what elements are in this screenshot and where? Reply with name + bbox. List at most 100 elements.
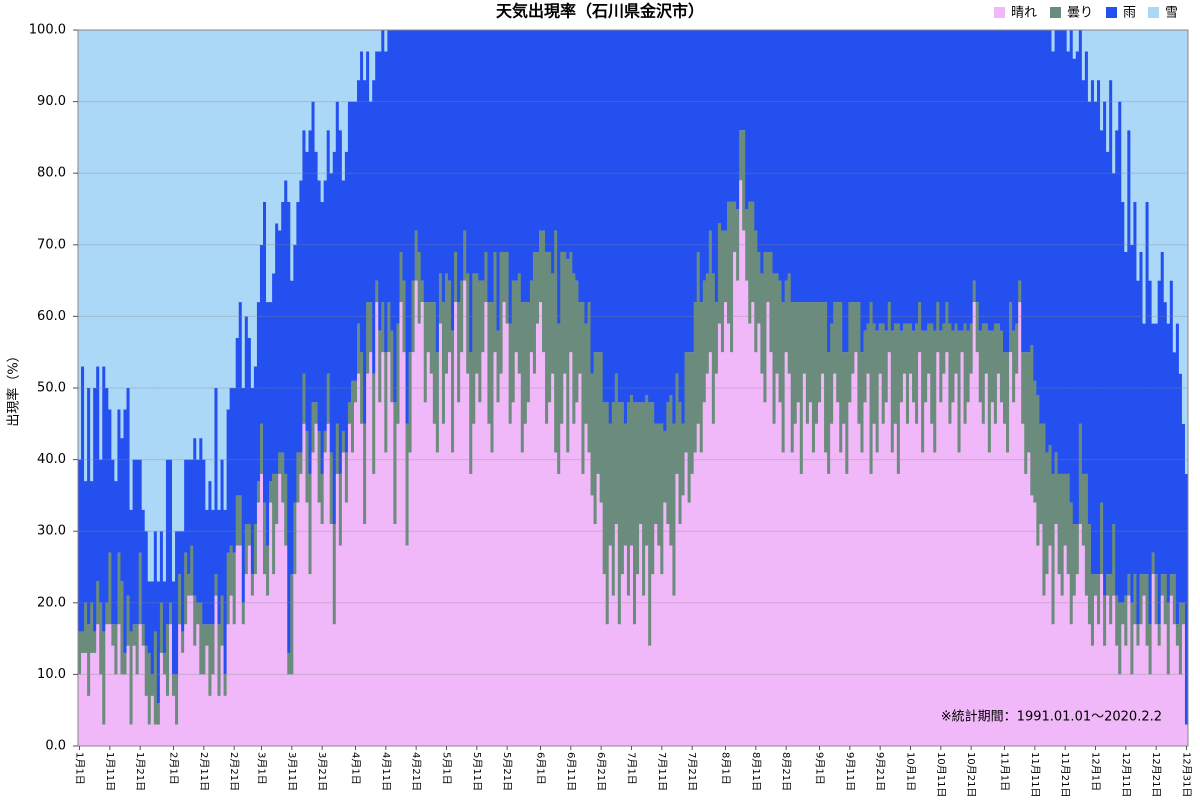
bar-segment <box>399 30 403 252</box>
bar-segment <box>84 652 88 746</box>
bar-segment <box>1142 574 1146 596</box>
bar-segment <box>1172 574 1177 625</box>
bar-segment <box>90 602 94 653</box>
bar-segment <box>423 402 428 746</box>
bar-segment <box>399 251 403 303</box>
bar-segment <box>793 302 798 424</box>
bar-segment <box>99 30 103 460</box>
bar-segment <box>912 330 916 403</box>
bar-segment <box>472 273 476 424</box>
bar-segment <box>1048 445 1052 546</box>
bar-segment <box>538 230 543 303</box>
bar-segment <box>278 452 282 474</box>
bar-segment <box>839 302 843 453</box>
bar-segment <box>1184 473 1189 725</box>
bar-segment <box>1100 130 1104 503</box>
bar-segment <box>714 30 719 303</box>
x-tick-label: 6月1日 <box>535 752 547 785</box>
bar-segment <box>669 395 673 546</box>
bar-segment <box>172 581 176 675</box>
bar-segment <box>1181 30 1186 424</box>
bar-segment <box>132 645 137 746</box>
bar-segment <box>144 531 149 646</box>
bar-segment <box>278 230 282 453</box>
bar-segment <box>387 352 391 746</box>
bar-segment <box>411 352 416 746</box>
bar-segment <box>241 30 246 388</box>
x-tick-label: 3月11日 <box>286 752 298 791</box>
bar-segment <box>811 30 816 303</box>
bar-segment <box>1175 645 1180 746</box>
x-tick-label: 6月11日 <box>565 752 577 791</box>
bar-segment <box>381 30 385 303</box>
bar-segment <box>493 30 497 252</box>
x-tick-label: 8月11日 <box>750 752 762 791</box>
bar-segment <box>899 30 904 331</box>
bar-segment <box>878 373 883 746</box>
bar-segment <box>232 624 237 746</box>
bar-segment <box>748 30 752 202</box>
bar-segment <box>684 30 688 353</box>
bar-segment <box>372 473 376 746</box>
bar-segment <box>978 402 983 746</box>
bar-segment <box>860 452 864 746</box>
bar-segment <box>256 481 261 503</box>
bar-segment <box>1066 473 1071 575</box>
bar-segment <box>745 209 749 281</box>
bar-segment <box>408 30 413 353</box>
bar-segment <box>332 624 337 746</box>
bar-segment <box>1157 30 1162 281</box>
bar-segment <box>275 223 279 474</box>
bar-segment <box>211 674 215 746</box>
x-tick-label: 10月1日 <box>905 752 917 791</box>
bar-segment <box>1172 30 1177 353</box>
bar-segment <box>363 524 367 746</box>
bar-segment <box>538 30 543 231</box>
y-tick-label: 10.0 <box>37 667 66 682</box>
bar-segment <box>1003 30 1007 353</box>
bar-segment <box>81 30 85 367</box>
bar-segment <box>814 423 819 746</box>
bar-segment <box>250 30 255 388</box>
bar-segment <box>193 438 197 596</box>
bar-segment <box>444 30 449 274</box>
bar-segment <box>733 251 737 746</box>
bar-segment <box>129 509 133 632</box>
bar-segment <box>896 323 901 474</box>
bar-segment <box>899 402 904 746</box>
x-tick-label: 12月21日 <box>1150 752 1162 797</box>
bar-segment <box>675 373 679 474</box>
bar-segment <box>545 30 549 252</box>
bar-segment <box>266 302 270 546</box>
bar-segment <box>126 645 130 746</box>
bar-segment <box>720 352 725 746</box>
bar-segment <box>727 30 731 202</box>
bar-segment <box>175 724 179 746</box>
bar-segment <box>599 352 604 503</box>
bar-segment <box>329 173 334 453</box>
bar-segment <box>1178 373 1183 603</box>
bar-segment <box>875 30 880 331</box>
bar-segment <box>542 230 546 353</box>
bar-segment <box>763 251 767 403</box>
bar-segment <box>168 624 173 746</box>
bar-segment <box>372 373 376 474</box>
bar-segment <box>1057 473 1062 575</box>
bar-segment <box>1003 352 1007 424</box>
bar-segment <box>1006 352 1010 453</box>
bar-segment <box>863 402 867 746</box>
bar-segment <box>490 302 494 453</box>
bar-segment <box>851 30 855 303</box>
x-tick-label: 1月21日 <box>134 752 146 791</box>
bar-segment <box>1006 452 1010 746</box>
bar-segment <box>1127 130 1131 575</box>
bar-segment <box>168 459 173 603</box>
bar-segment <box>502 30 507 252</box>
bar-segment <box>1136 30 1140 281</box>
bar-segment <box>781 30 786 303</box>
bar-segment <box>1139 624 1143 746</box>
bar-segment <box>912 402 916 746</box>
bar-segment <box>202 30 206 460</box>
bar-segment <box>187 30 191 460</box>
bar-segment <box>535 30 540 252</box>
